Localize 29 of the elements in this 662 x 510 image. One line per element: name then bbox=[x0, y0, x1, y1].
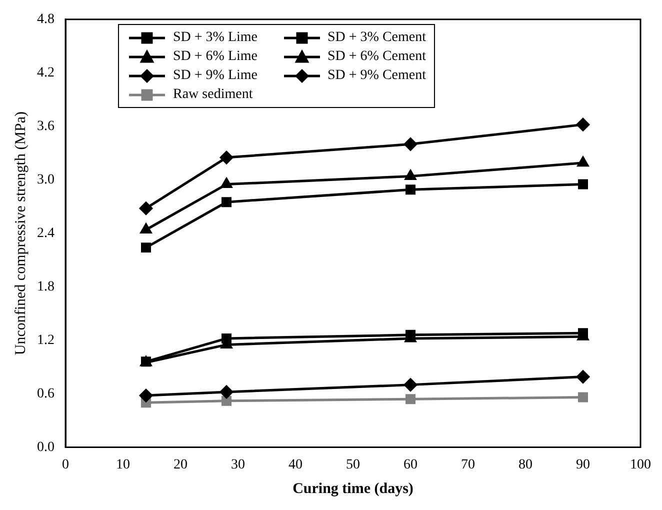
y-axis-title: Unconfined compressive strength (MPa) bbox=[12, 111, 29, 356]
legend-label: SD + 9% Cement bbox=[328, 68, 426, 83]
x-axis-title: Curing time (days) bbox=[292, 480, 414, 497]
x-tick-label: 60 bbox=[404, 457, 418, 472]
y-tick-label: 4.2 bbox=[37, 66, 54, 81]
x-tick-label: 20 bbox=[174, 457, 188, 472]
x-tick-label: 80 bbox=[518, 457, 532, 472]
legend-label: SD + 3% Cement bbox=[328, 30, 426, 45]
legend-label: SD + 3% Lime bbox=[173, 30, 258, 45]
legend-label: SD + 6% Lime bbox=[173, 49, 258, 64]
x-tick-label: 50 bbox=[346, 457, 360, 472]
y-tick-label: 2.4 bbox=[37, 226, 54, 241]
y-tick-label: 1.2 bbox=[37, 332, 54, 348]
x-tick-label: 100 bbox=[630, 457, 651, 472]
x-tick-label: 30 bbox=[231, 457, 245, 472]
x-tick-label: 40 bbox=[288, 457, 302, 472]
legend-label: SD + 6% Cement bbox=[328, 49, 426, 64]
x-tick-label: 10 bbox=[116, 457, 130, 472]
x-tick-label: 90 bbox=[576, 457, 590, 472]
y-tick-label: 1.8 bbox=[37, 279, 54, 294]
y-tick-label: 3.6 bbox=[37, 119, 54, 134]
y-tick-label: 3.0 bbox=[37, 172, 54, 188]
x-tick-label: 70 bbox=[461, 457, 475, 472]
y-tick-label: 0.6 bbox=[37, 386, 54, 402]
x-tick-label: 0 bbox=[62, 457, 69, 472]
y-tick-label: 0.0 bbox=[37, 440, 54, 455]
y-tick-label: 4.8 bbox=[37, 12, 54, 28]
legend-label: SD + 9% Lime bbox=[173, 68, 258, 83]
legend-label: Raw sediment bbox=[173, 87, 253, 102]
